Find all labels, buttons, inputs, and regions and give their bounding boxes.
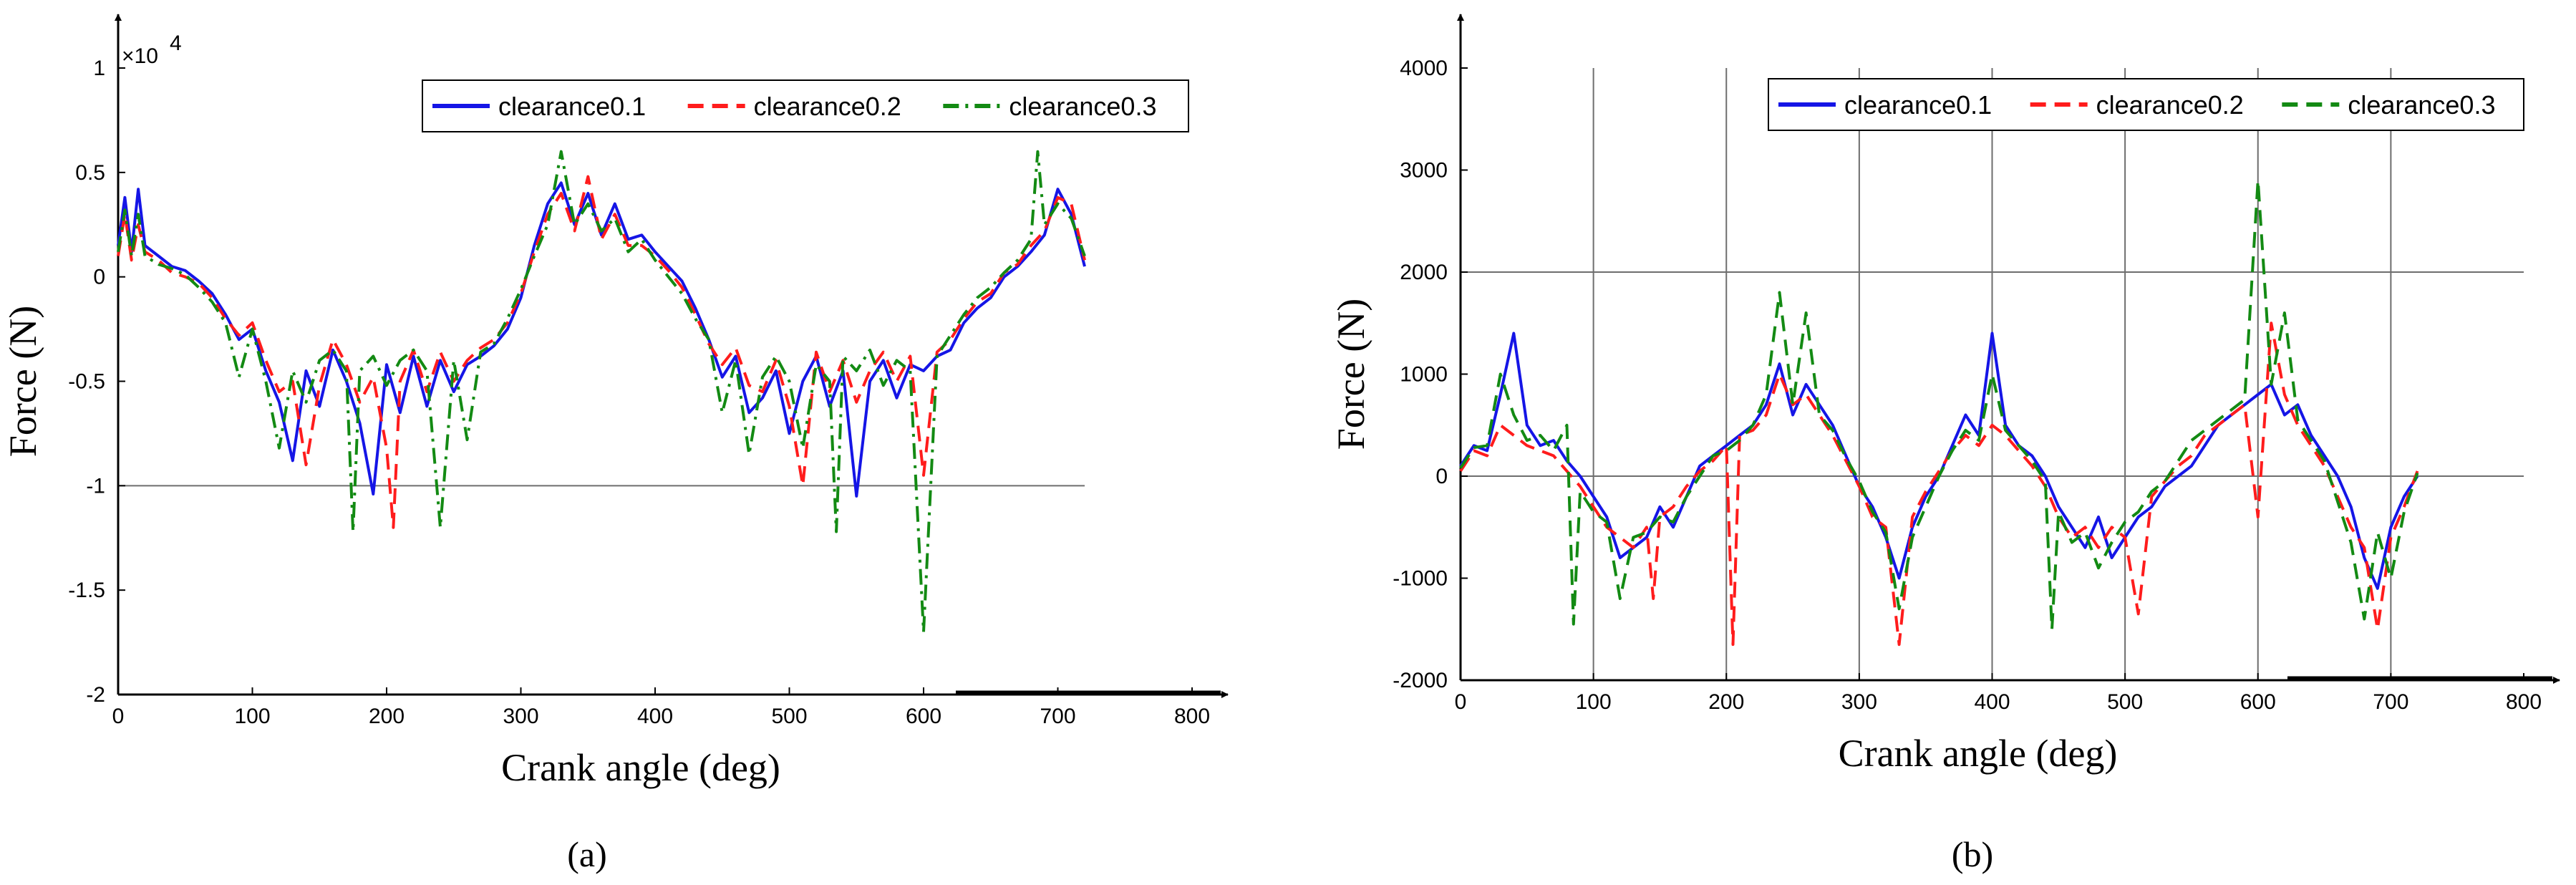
x-tick-label-700: 700 xyxy=(1040,705,1075,728)
legend-label-clearance0.2: clearance0.2 xyxy=(754,92,901,121)
y-tick-label-4000: 4000 xyxy=(1400,57,1448,80)
panel-caption: (b) xyxy=(1952,834,1993,874)
y-tick-label-0: 0 xyxy=(93,266,105,289)
panel-b: 0 100 200 300 400 500 600 700 800 -2000 -1000 0 1000… xyxy=(1330,14,2560,874)
x-tick-label-200: 200 xyxy=(369,705,405,728)
x-tick-label-300: 300 xyxy=(1841,690,1877,714)
y-tick-label--2: -2 xyxy=(86,683,105,707)
legend-label-clearance0.1: clearance0.1 xyxy=(498,92,646,121)
x-tick-label-500: 500 xyxy=(771,705,807,728)
y-axis-label: Force (N) xyxy=(1,306,44,457)
legend-label-clearance0.3: clearance0.3 xyxy=(1009,92,1156,121)
x-tick-label-0: 0 xyxy=(1455,690,1467,714)
legend-box xyxy=(1768,78,2524,131)
x-tick-label-0: 0 xyxy=(112,705,125,728)
x-axis-label: Crank angle (deg) xyxy=(501,746,780,789)
y-exponent-power: 4 xyxy=(170,32,182,55)
x-tick-label-700: 700 xyxy=(2373,690,2408,714)
panel-caption: (a) xyxy=(567,834,607,874)
legend-label-clearance0.2: clearance0.2 xyxy=(2096,90,2244,120)
x-tick-label-400: 400 xyxy=(637,705,673,728)
x-tick-label-800: 800 xyxy=(1174,705,1210,728)
x-tick-label-800: 800 xyxy=(2506,690,2542,714)
legend-label-clearance0.1: clearance0.1 xyxy=(1844,90,1992,120)
y-tick-label--1.5: -1.5 xyxy=(68,579,105,602)
y-exponent-label: ×10 xyxy=(122,44,158,68)
series-line-clearance0.3 xyxy=(1459,178,2419,631)
x-tick-label-500: 500 xyxy=(2107,690,2143,714)
x-tick-label-600: 600 xyxy=(2240,690,2276,714)
y-tick-label--0.5: -0.5 xyxy=(68,370,105,394)
panel-a: 0 100 200 300 400 500 600 700 800 -2 -1.5 -1 -0.5 0 0.… xyxy=(1,14,1229,874)
series-line-clearance0.2 xyxy=(117,175,1086,529)
x-tick-label-400: 400 xyxy=(1974,690,2010,714)
y-tick-label-1: 1 xyxy=(93,57,105,80)
y-tick-label--2000: -2000 xyxy=(1393,669,1448,692)
x-tick-label-100: 100 xyxy=(1576,690,1612,714)
y-tick-label--1: -1 xyxy=(86,474,105,498)
y-tick-label-1000: 1000 xyxy=(1400,363,1448,387)
y-tick-label--1000: -1000 xyxy=(1393,567,1448,591)
y-tick-label-2000: 2000 xyxy=(1400,261,1448,284)
y-tick-label-0.5: 0.5 xyxy=(75,161,105,185)
x-axis-label: Crank angle (deg) xyxy=(1839,732,2118,775)
y-axis-label: Force (N) xyxy=(1330,299,1372,450)
legend-label-clearance0.3: clearance0.3 xyxy=(2348,90,2495,120)
x-tick-label-600: 600 xyxy=(906,705,941,728)
series-line-clearance0.3 xyxy=(117,150,1086,634)
y-tick-label-3000: 3000 xyxy=(1400,159,1448,183)
x-tick-label-300: 300 xyxy=(503,705,538,728)
series-line-clearance0.2 xyxy=(1459,321,2419,647)
legend-box xyxy=(422,79,1189,132)
x-tick-label-100: 100 xyxy=(234,705,270,728)
y-tick-label-0: 0 xyxy=(1435,465,1448,488)
x-tick-label-200: 200 xyxy=(1708,690,1744,714)
series-line-clearance0.1 xyxy=(1459,332,2419,590)
